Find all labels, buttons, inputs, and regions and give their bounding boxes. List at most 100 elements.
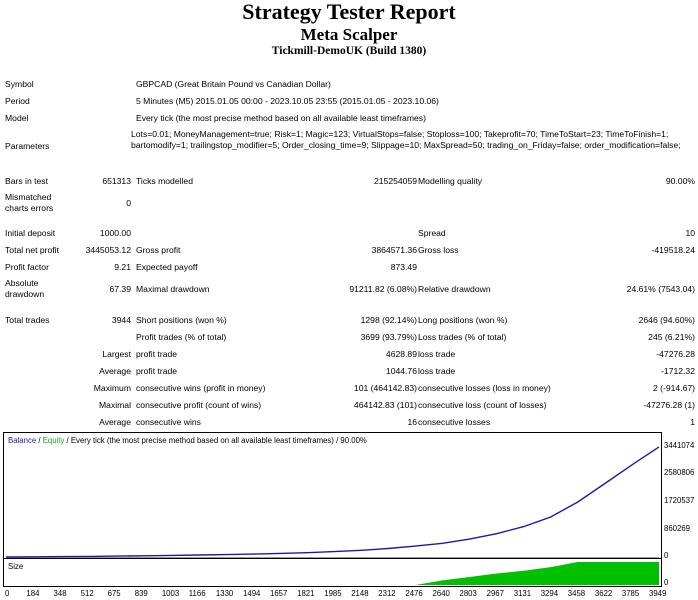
avgcons-label: Average: [99, 417, 131, 427]
y-tick-label: 1720537: [664, 496, 695, 505]
x-tick-label: 1657: [269, 589, 288, 598]
absdd-value: 67.39: [109, 284, 131, 294]
x-tick-label: 3294: [540, 589, 559, 598]
x-tick-label: 839: [134, 589, 148, 598]
x-tick-label: 2312: [378, 589, 396, 598]
legend-slash: /: [36, 436, 43, 445]
netprofit-label: Total net profit: [5, 245, 59, 255]
x-tick-label: 3949: [649, 589, 667, 598]
profittrades-value: 3699 (93.79%): [360, 332, 417, 342]
maximal-profit-label: consecutive profit (count of wins): [136, 400, 262, 410]
avgcons-wins-value: 16: [407, 417, 417, 427]
maximal-profit-value: 464142.83 (101): [353, 400, 417, 410]
absdd-label-1: Absolute: [5, 278, 39, 288]
avgcons-wins-label: consecutive wins: [136, 417, 201, 427]
x-tick-label: 3458: [567, 589, 586, 598]
x-tick-label: 0: [5, 589, 10, 598]
x-tick-label: 3622: [594, 589, 613, 598]
balance-chart-plot: [5, 446, 660, 558]
size-area: [6, 562, 659, 585]
pf-label: Profit factor: [5, 262, 49, 272]
model-label: Model: [5, 113, 29, 123]
y-tick-label: 0: [664, 551, 669, 560]
x-tick-label: 2476: [405, 589, 423, 598]
period-value: 5 Minutes (M5) 2015.01.05 00:00 - 2023.1…: [136, 96, 439, 106]
largest-loss-label: loss trade: [418, 349, 456, 359]
deposit-label: Initial deposit: [5, 228, 56, 238]
size-chart-plot: [6, 562, 659, 585]
largest-label: Largest: [102, 349, 131, 359]
losstrades-label: Loss trades (% of total): [418, 332, 507, 342]
period-label: Period: [5, 96, 30, 106]
avgcons-losses-value: 1: [690, 417, 695, 427]
quality-value: 90.00%: [665, 176, 695, 186]
maximum-wins-value: 101 (464142.83): [353, 383, 417, 393]
maximum-losses-value: 2 (-914.67): [652, 383, 695, 393]
mismatched-label-1: Mismatched: [5, 192, 52, 202]
symbol-label: Symbol: [5, 79, 34, 89]
symbol-value: GBPCAD (Great Britain Pound vs Canadian …: [136, 79, 331, 89]
trades-label: Total trades: [5, 315, 50, 325]
maximal-label: Maximal: [99, 400, 131, 410]
maximum-losses-label: consecutive losses (loss in money): [418, 383, 551, 393]
average-profit-value: 1044.76: [385, 366, 417, 376]
netprofit-value: 3445053.12: [85, 245, 131, 255]
long-value: 2646 (94.60%): [638, 315, 695, 325]
server-build: Tickmill-DemoUK (Build 1380): [271, 45, 427, 57]
legend-balance: Balance: [8, 436, 37, 445]
losstrades-value: 245 (6.21%): [648, 332, 695, 342]
x-tick-label: 3131: [513, 589, 532, 598]
x-tick-label: 675: [107, 589, 121, 598]
legend-equity: Equity: [42, 436, 65, 445]
x-tick-label: 1821: [297, 589, 315, 598]
x-tick-label: 2967: [486, 589, 504, 598]
trades-value: 3944: [111, 315, 131, 325]
x-tick-label: 3785: [621, 589, 640, 598]
model-value: Every tick (the most precise method base…: [136, 113, 426, 123]
spread-value: 10: [685, 228, 695, 238]
maximal-loss-label: consecutive loss (count of losses): [418, 400, 547, 410]
x-tick-label: 1494: [243, 589, 261, 598]
parameters-label: Parameters: [5, 141, 50, 151]
largest-loss-value: -47276.28: [656, 349, 695, 359]
average-profit-label: profit trade: [136, 366, 178, 376]
largest-profit-label: profit trade: [136, 349, 178, 359]
profittrades-label: Profit trades (% of total): [136, 332, 227, 342]
x-axis: 0 184 348 512 675 839 1003 1166 1330 1494 1657 1821…: [3, 588, 683, 600]
average-label: Average: [99, 366, 131, 376]
pf-value: 9.21: [114, 262, 131, 272]
maxdd-value: 91211.82 (6.08%): [349, 284, 417, 294]
y-tick-label: 2580806: [664, 468, 695, 478]
x-tick-label: 1985: [324, 589, 342, 598]
legend-rest: / Every tick (the most precise method ba…: [64, 436, 367, 445]
largest-profit-value: 4628.89: [385, 349, 417, 359]
parameters-value: Lots=0.01; MoneyManagement=true; Risk=1;…: [131, 129, 681, 150]
x-tick-label: 1003: [161, 589, 180, 598]
long-label: Long positions (won %): [418, 315, 508, 325]
grossprofit-label: Gross profit: [136, 245, 181, 255]
size-label: Size: [8, 562, 24, 571]
x-tick-label: 2640: [432, 589, 450, 598]
mismatched-label-2: charts errors: [5, 203, 54, 213]
avgcons-losses-label: consecutive losses: [418, 417, 491, 427]
grossloss-value: -419518.24: [651, 245, 696, 255]
report-title: Strategy Tester Report: [242, 0, 456, 24]
x-tick-label: 2148: [351, 589, 369, 598]
size-axis-zero: 0: [664, 578, 669, 587]
maximal-loss-value: -47276.28 (1): [643, 400, 695, 410]
average-loss-value: -1712.32: [661, 366, 695, 376]
mismatched-value: 0: [126, 198, 131, 208]
bars-value: 651313: [102, 176, 131, 186]
series-line-balance: [5, 446, 660, 558]
quality-label: Modelling quality: [418, 176, 483, 186]
x-tick-label: 184: [26, 589, 40, 598]
payoff-label: Expected payoff: [136, 262, 198, 272]
spread-label: Spread: [418, 228, 446, 238]
deposit-value: 1000.00: [99, 228, 131, 238]
payoff-value: 873.49: [390, 262, 417, 272]
x-tick-label: 1330: [215, 589, 234, 598]
reldd-value: 24.61% (7543.04): [626, 284, 695, 294]
short-label: Short positions (won %): [136, 315, 227, 325]
x-tick-label: 512: [80, 589, 94, 598]
bars-label: Bars in test: [5, 176, 48, 186]
